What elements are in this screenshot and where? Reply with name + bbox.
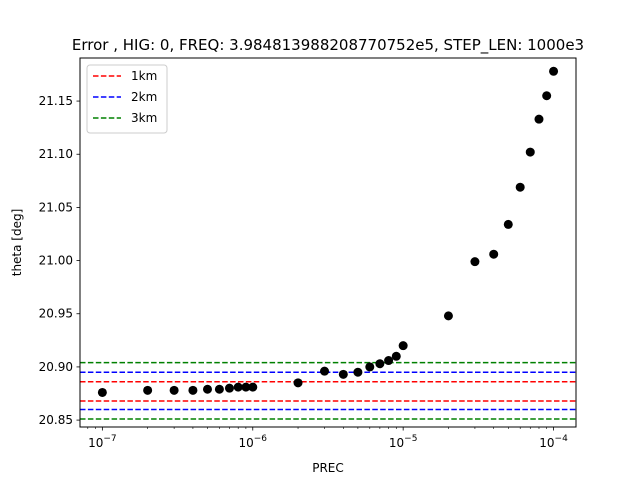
data-point <box>233 382 243 392</box>
data-point <box>338 369 348 379</box>
data-point <box>214 384 224 394</box>
data-point <box>143 385 153 395</box>
data-point <box>470 257 480 267</box>
x-tick-label: 10−4 <box>539 434 568 450</box>
data-point <box>375 359 385 369</box>
data-point <box>365 362 375 372</box>
plot-frame <box>79 57 577 428</box>
data-point <box>549 66 559 76</box>
x-tick-label: 10−5 <box>389 434 418 450</box>
data-point <box>224 383 234 393</box>
y-tick-label: 21.15 <box>39 94 73 108</box>
legend: 1km 2km 3km <box>86 64 168 134</box>
y-axis-ticks: 20.85 20.90 20.95 21.00 21.05 21.10 21.15 <box>39 94 80 427</box>
legend-label-1km: 1km <box>131 69 157 83</box>
x-axis-label: PREC <box>312 461 344 475</box>
y-tick-label: 21.05 <box>39 200 73 214</box>
data-point <box>515 182 525 192</box>
data-point <box>503 219 513 229</box>
data-point <box>248 382 258 392</box>
data-point <box>384 356 394 366</box>
x-axis-ticks: 10−7 10−6 10−5 10−4 <box>87 427 568 450</box>
data-point <box>489 249 499 259</box>
data-point <box>391 351 401 361</box>
data-point <box>320 366 330 376</box>
data-point <box>443 311 453 321</box>
data-point <box>398 341 408 351</box>
x-tick-label: 10−6 <box>238 434 267 450</box>
y-tick-label: 21.00 <box>39 254 73 268</box>
data-point <box>188 385 198 395</box>
data-point <box>97 387 107 397</box>
legend-label-3km: 3km <box>131 111 157 125</box>
y-tick-label: 20.85 <box>39 413 73 427</box>
legend-box <box>86 64 168 134</box>
y-axis-label: theta [deg] <box>10 209 24 277</box>
legend-label-2km: 2km <box>131 90 157 104</box>
x-tick-label: 10−7 <box>88 434 117 450</box>
data-point <box>534 114 544 124</box>
y-tick-label: 20.95 <box>39 307 73 321</box>
data-point <box>293 378 303 388</box>
data-point <box>542 91 552 101</box>
data-point <box>169 385 179 395</box>
y-tick-label: 20.90 <box>39 360 73 374</box>
legend-entries: 1km 2km 3km <box>93 69 157 125</box>
data-points <box>97 66 559 397</box>
chart-title: Error , HIG: 0, FREQ: 3.9848139882087707… <box>72 36 584 55</box>
data-point <box>202 384 212 394</box>
y-tick-label: 21.10 <box>39 147 73 161</box>
data-point <box>353 367 363 377</box>
data-point <box>525 147 535 157</box>
data-point <box>241 382 251 392</box>
